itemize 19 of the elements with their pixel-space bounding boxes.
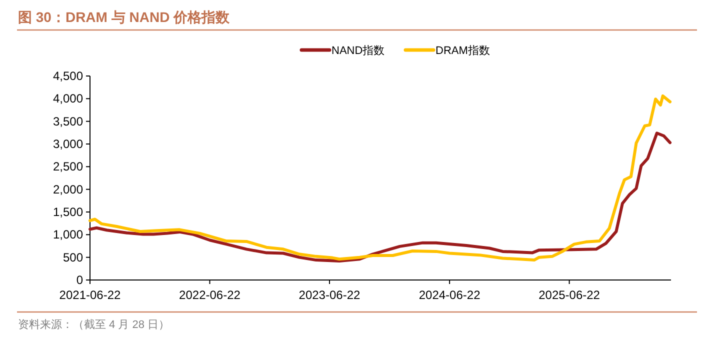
text: 资料来源：（截至 4 月 28 日） (18, 318, 170, 331)
x-tick-label: 2022-06-22 (179, 288, 241, 302)
y-tick-label: 4,500 (52, 69, 84, 83)
y-tick-label: 0 (76, 273, 84, 287)
legend-label: DRAM指数 (436, 45, 490, 57)
x-tick-label: 2024-06-22 (418, 288, 481, 302)
x-tick-label: 2023-06-22 (298, 288, 360, 302)
x-tick-label: 2025-06-22 (538, 288, 600, 302)
y-tick-label: 4,000 (52, 92, 84, 106)
y-tick-label: 1,500 (52, 205, 84, 219)
x-tick-label: 2021-06-22 (59, 288, 122, 302)
chart-title: 图 30：DRAM 与 NAND 价格指数 (18, 9, 231, 25)
legend-label: NAND指数 (332, 45, 385, 57)
y-tick-label: 3,000 (52, 137, 84, 151)
y-tick-label: 2,500 (52, 160, 84, 174)
y-tick-label: 2,000 (52, 182, 84, 196)
y-tick-label: 500 (62, 250, 84, 264)
y-tick-label: 1,000 (52, 228, 84, 242)
y-tick-label: 3,500 (52, 114, 84, 128)
